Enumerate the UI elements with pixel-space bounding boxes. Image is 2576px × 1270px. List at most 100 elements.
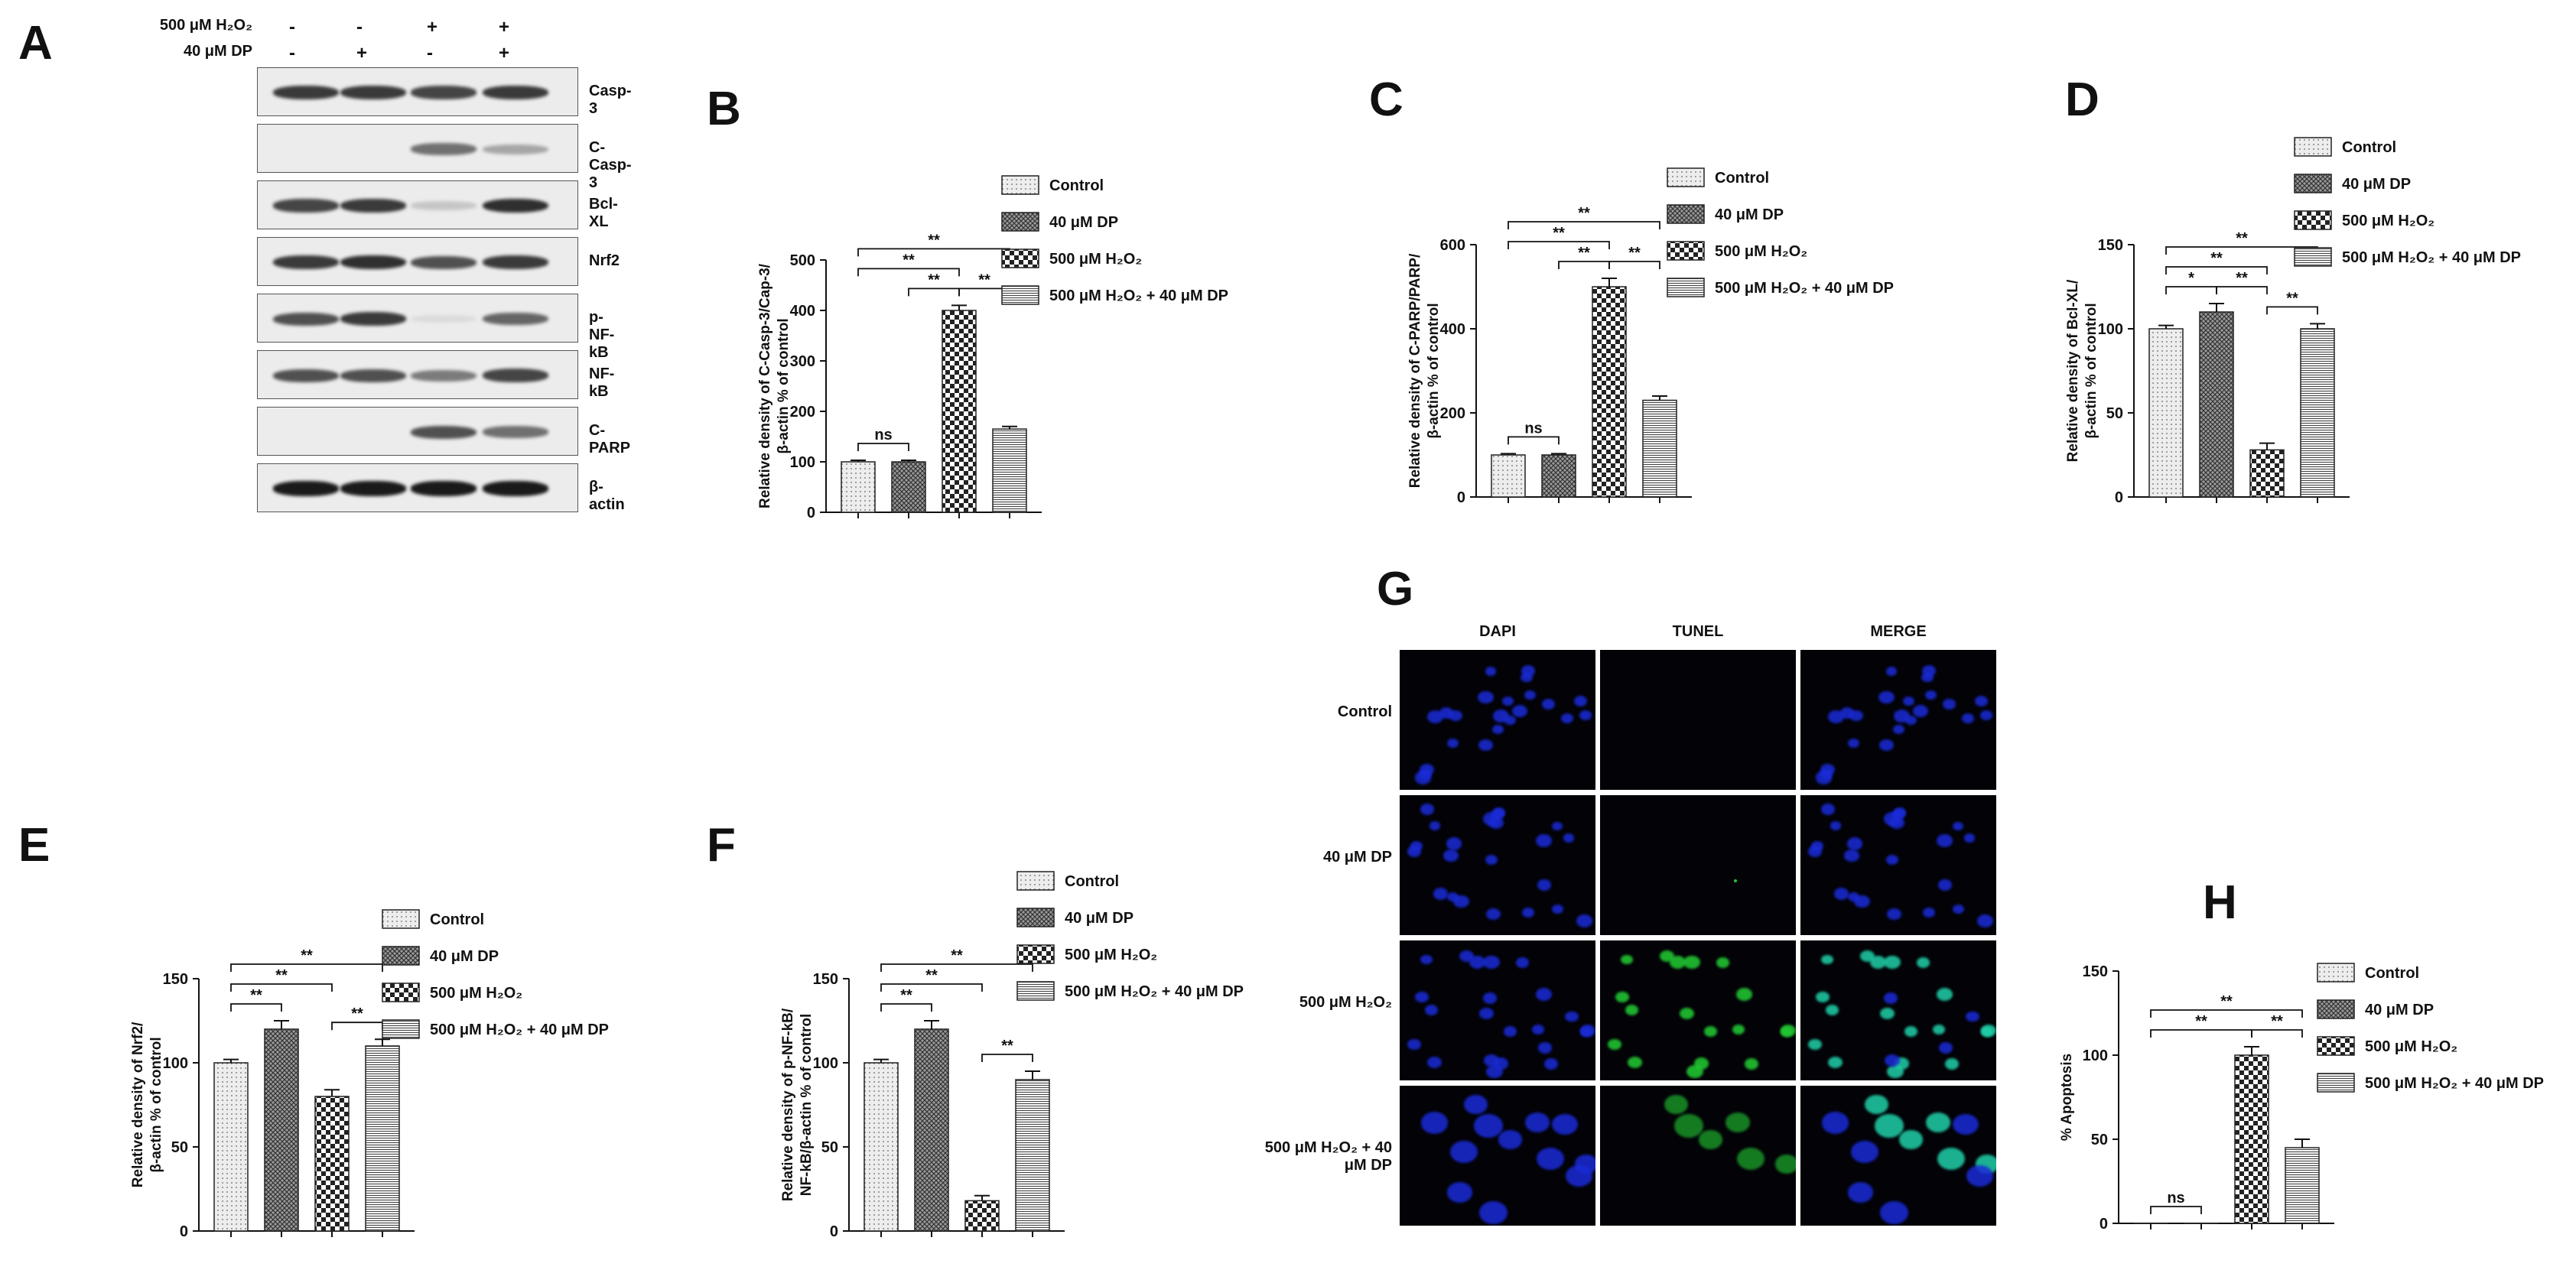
legend-swatch — [1002, 213, 1039, 231]
nucleus — [1977, 914, 1993, 927]
significance-bracket — [858, 443, 909, 451]
nucleus — [1580, 1027, 1592, 1036]
nucleus — [1484, 1054, 1499, 1067]
nucleus — [1878, 691, 1894, 703]
nucleus — [1536, 834, 1553, 847]
legend-label: 500 μM H₂O₂ + 40 μM DP — [1065, 983, 1244, 1000]
nucleus — [1563, 833, 1574, 842]
nucleus — [1565, 1012, 1578, 1022]
significance-bracket — [332, 1022, 382, 1030]
chart-c-parp: 0 200 400 600 Relative density of C-PARP/PAR… — [1377, 138, 1989, 535]
nucleus — [1483, 992, 1497, 1004]
significance-label: ** — [2210, 250, 2223, 267]
nucleus — [1893, 725, 1904, 734]
bar — [2250, 450, 2284, 497]
blot-band — [411, 143, 476, 155]
nucleus — [1498, 1130, 1521, 1148]
nucleus — [1574, 696, 1588, 706]
significance-label: ** — [978, 271, 990, 288]
nucleus — [1860, 950, 1875, 962]
y-tick-label: 50 — [171, 1139, 188, 1156]
legend-swatch — [2295, 174, 2331, 193]
legend-swatch — [2317, 1073, 2354, 1092]
y-axis-label: Relative density of C-PARP/PARP/β-actin … — [1407, 253, 1442, 488]
bar — [892, 462, 925, 512]
significance-label: ** — [250, 987, 262, 1004]
nucleus — [1459, 950, 1474, 962]
legend-swatch — [1002, 286, 1039, 304]
micrograph-column-label: TUNEL — [1600, 623, 1796, 641]
legend-swatch — [1667, 278, 1704, 297]
nucleus — [1925, 690, 1937, 700]
legend-label: 500 μM H₂O₂ — [2365, 1038, 2457, 1055]
nucleus — [1544, 1058, 1558, 1070]
blot-band — [411, 86, 476, 99]
y-tick-label: 400 — [1440, 321, 1465, 338]
blot-band — [340, 255, 406, 270]
nucleus — [1903, 697, 1914, 706]
micrograph-column-label: MERGE — [1800, 623, 1996, 641]
protein-label: p-NF-kB — [589, 309, 627, 362]
nucleus — [1524, 690, 1536, 700]
legend-label: Control — [430, 911, 484, 928]
nucleus — [1847, 837, 1862, 849]
legend-label: 500 μM H₂O₂ — [1049, 251, 1142, 268]
significance-bracket — [231, 984, 332, 992]
blot-band — [411, 426, 476, 439]
bar — [915, 1029, 948, 1231]
nucleus — [1447, 1182, 1473, 1203]
blot-band — [483, 369, 548, 382]
bar — [841, 462, 875, 512]
blot-band — [340, 369, 406, 382]
significance-bracket — [1508, 437, 1559, 444]
bar — [2200, 312, 2233, 497]
treatment-sign: + — [427, 17, 437, 38]
nucleus — [1566, 1165, 1592, 1187]
legend-label: Control — [1715, 170, 1769, 187]
nucleus — [1479, 1008, 1495, 1020]
nucleus — [1415, 992, 1429, 1002]
nucleus — [1880, 1201, 1908, 1223]
micrograph-tile — [1600, 1086, 1796, 1226]
nucleus — [1420, 955, 1432, 964]
panel-letter-c: C — [1369, 76, 1403, 124]
y-tick-label: 200 — [1440, 405, 1465, 422]
chart-f-pnfkb: 0 50 100 150 Relative density of p-NF-kB/NF-… — [711, 864, 1361, 1262]
nucleus — [1945, 1058, 1959, 1070]
nucleus — [1532, 1025, 1544, 1035]
treatment-label-h2o2: 500 μM H₂O₂ — [138, 17, 252, 34]
nucleus — [1502, 697, 1514, 706]
treatment-sign: - — [356, 17, 363, 38]
significance-label: ** — [900, 987, 912, 1004]
micrograph-row-label: Control — [1262, 703, 1392, 721]
nucleus — [1537, 879, 1551, 891]
significance-label: ** — [1628, 245, 1641, 261]
blot-strip — [257, 67, 578, 116]
significance-bracket — [982, 1054, 1033, 1062]
legend-swatch — [2295, 248, 2331, 266]
micrograph-tile — [1800, 650, 1996, 790]
y-axis-label: % Apoptosis — [2059, 1054, 2075, 1141]
legend-label: Control — [2365, 965, 2419, 982]
nucleus — [1542, 699, 1555, 709]
y-tick-label: 100 — [163, 1055, 188, 1072]
nucleus — [1536, 988, 1552, 1001]
significance-bracket — [2151, 1207, 2201, 1214]
bar — [1491, 455, 1525, 497]
micrograph-row-label: 40 μM DP — [1262, 849, 1392, 866]
legend-label: 40 μM DP — [430, 948, 499, 965]
significance-label: ** — [2236, 270, 2248, 287]
y-tick-label: 0 — [830, 1223, 838, 1240]
y-axis-label: Relative density of C-Casp-3/Cap-3/β-act… — [757, 263, 792, 508]
nucleus — [1425, 1005, 1438, 1015]
nucleus — [1808, 1039, 1822, 1050]
nucleus — [1664, 1095, 1688, 1114]
nucleus — [1660, 950, 1674, 962]
micrograph-tile — [1400, 650, 1595, 790]
blot-band — [273, 86, 339, 99]
nucleus — [1552, 1114, 1578, 1135]
legend-label: 40 μM DP — [2365, 1002, 2434, 1018]
chart-b-casp3: 0 100 200 300 400 500 Relative density of C-Ca… — [711, 145, 1346, 543]
bar — [1592, 287, 1626, 497]
nucleus — [1781, 1027, 1792, 1036]
